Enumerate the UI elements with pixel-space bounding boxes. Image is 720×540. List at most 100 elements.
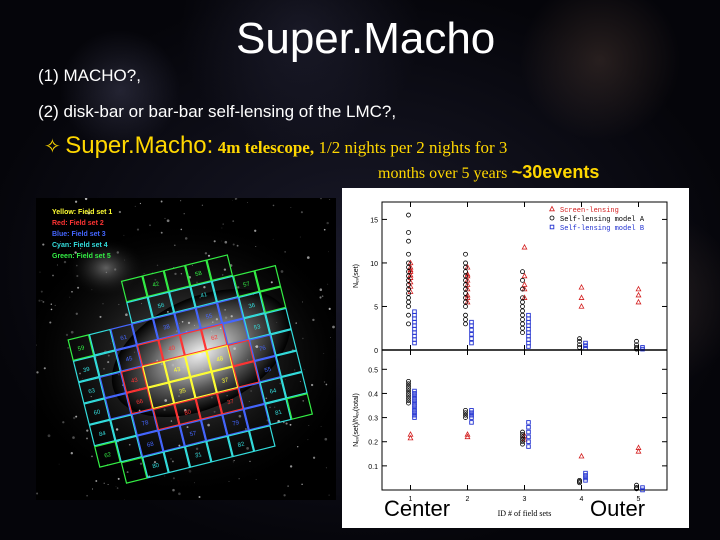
- legend-entry: Self-lensing model A: [560, 216, 645, 224]
- y-tick-label: 0.1: [368, 464, 378, 471]
- star: [319, 288, 323, 291]
- field-label: 55: [264, 367, 273, 375]
- field-tile: [78, 376, 105, 404]
- star: [141, 303, 142, 305]
- star: [160, 200, 163, 203]
- screen-lensing-point: [635, 285, 642, 292]
- self-lensing-a-point: [520, 286, 525, 292]
- star: [295, 322, 297, 324]
- x-tick-label: 1: [409, 496, 413, 503]
- star: [323, 353, 325, 354]
- field-label: 81: [275, 409, 284, 417]
- field-label: 43: [131, 377, 140, 385]
- screen-lensing-point: [578, 452, 585, 459]
- star: [56, 264, 58, 266]
- star: [79, 372, 81, 375]
- star: [181, 320, 184, 323]
- star: [128, 443, 131, 446]
- star: [91, 488, 94, 490]
- field-label: 62: [211, 335, 220, 343]
- field-label: 66: [136, 399, 145, 407]
- star: [156, 264, 159, 267]
- field-label: 48: [216, 356, 225, 364]
- star: [222, 223, 224, 225]
- star: [255, 345, 259, 348]
- self-lensing-b-point: [469, 415, 474, 420]
- field-tile: [179, 419, 207, 447]
- star: [41, 300, 43, 302]
- star: [50, 303, 52, 305]
- field-tile: [222, 318, 250, 346]
- screen-lensing-point: [407, 263, 414, 270]
- self-lensing-b-point: [526, 312, 531, 318]
- self-lensing-a-point: [634, 482, 639, 488]
- self-lensing-b-point: [583, 475, 588, 481]
- field-tile: [190, 280, 218, 308]
- star: [143, 273, 145, 275]
- field-tile: [131, 408, 159, 436]
- star: [47, 434, 51, 438]
- self-lensing-a-point: [520, 432, 525, 437]
- star: [289, 423, 292, 426]
- screen-lensing-point: [407, 259, 414, 266]
- self-lensing-b-point: [526, 429, 531, 435]
- screen-lensing-point: [407, 268, 414, 274]
- self-lensing-a-point: [406, 260, 411, 266]
- center-label: Center: [384, 496, 451, 521]
- star: [176, 330, 178, 332]
- star: [123, 499, 125, 500]
- star: [233, 347, 236, 350]
- star: [299, 381, 301, 382]
- star: [178, 492, 181, 496]
- star: [272, 238, 274, 240]
- star: [246, 447, 249, 450]
- self-lensing-a-point: [634, 342, 639, 348]
- self-lensing-a-point: [406, 400, 411, 406]
- field-label: 80: [184, 409, 193, 417]
- field-tile: [174, 398, 201, 426]
- self-lensing-b-point: [469, 408, 474, 413]
- field-tile: [67, 334, 95, 362]
- star: [312, 318, 315, 322]
- y-tick-label: 0: [374, 348, 378, 355]
- field-label: 76: [259, 345, 268, 353]
- field-tile: [286, 393, 314, 420]
- self-lensing-a-point: [463, 321, 468, 327]
- star: [86, 494, 88, 497]
- self-lensing-b-point: [583, 478, 588, 483]
- field-label: 40: [168, 345, 177, 353]
- field-label: 45: [125, 356, 134, 364]
- self-lensing-a-point: [634, 344, 639, 350]
- field-label: 64: [269, 388, 278, 396]
- field-tile: [147, 382, 175, 410]
- field-tile: [88, 419, 116, 447]
- field-label: 37: [227, 399, 236, 407]
- star: [272, 204, 275, 207]
- star: [164, 399, 168, 402]
- star: [90, 396, 92, 398]
- self-lensing-a-point: [520, 299, 525, 305]
- star: [134, 351, 135, 353]
- field-tile: [88, 328, 116, 356]
- star: [196, 281, 198, 283]
- self-lensing-a-point: [577, 338, 582, 344]
- screen-lensing-point: [635, 444, 642, 450]
- field-set-legend: Yellow: Field set 1 Red: Field set 2 Blu…: [52, 207, 112, 262]
- y-tick-label: 0.4: [368, 391, 378, 398]
- field-label: 80: [152, 463, 161, 471]
- star: [171, 363, 175, 367]
- legend-marker: [549, 215, 555, 221]
- star: [233, 460, 235, 462]
- self-lensing-b-point: [583, 340, 588, 346]
- field-label: 36: [248, 303, 257, 311]
- star: [82, 378, 84, 380]
- star: [194, 482, 195, 484]
- star: [36, 492, 39, 495]
- star: [201, 352, 204, 355]
- star: [312, 456, 316, 459]
- star: [172, 477, 175, 480]
- field-label: 56: [157, 303, 166, 311]
- star: [180, 228, 183, 231]
- star: [118, 303, 120, 306]
- field-tile: [131, 318, 159, 346]
